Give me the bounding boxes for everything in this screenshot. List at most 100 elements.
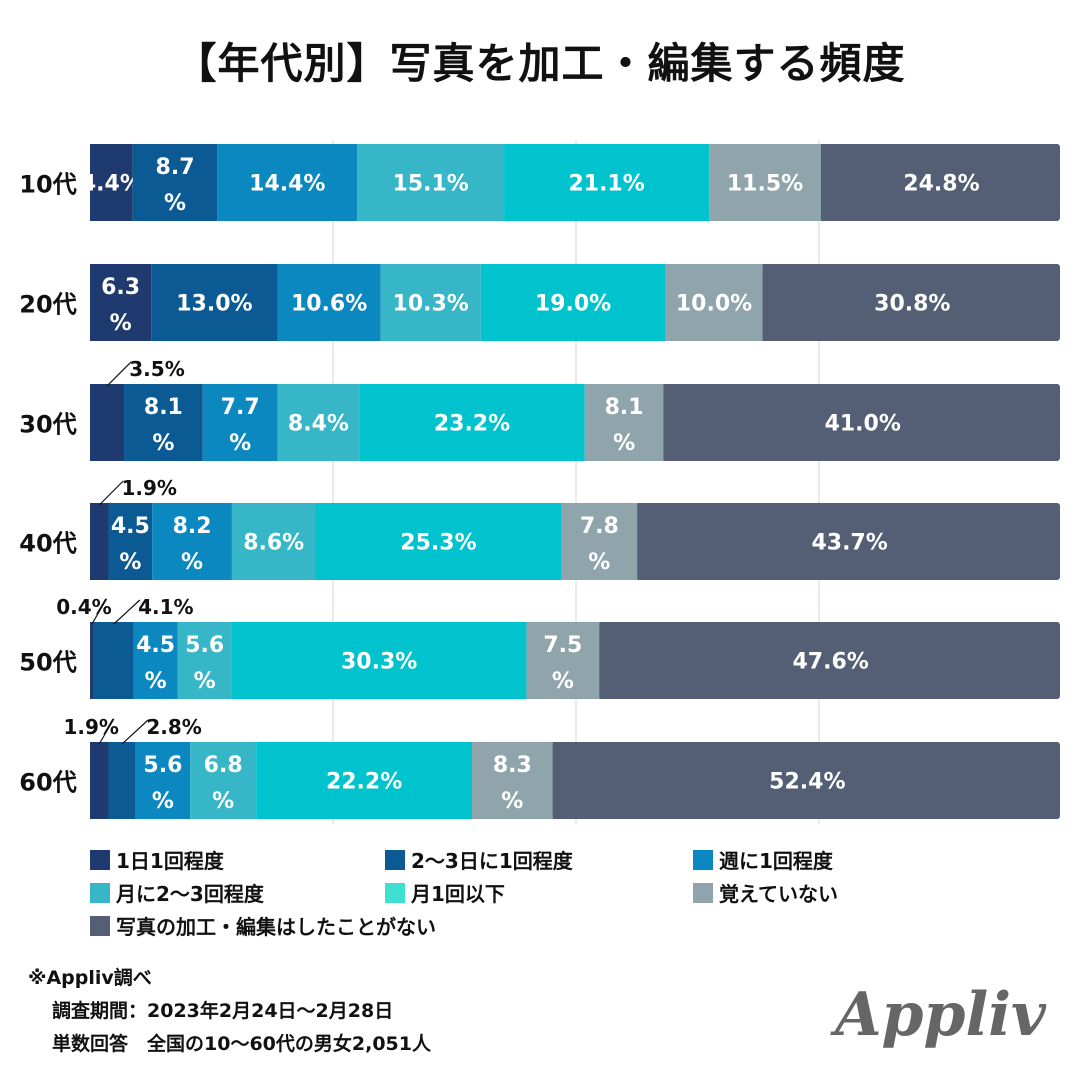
bar-segment xyxy=(133,622,178,699)
leader-line xyxy=(121,719,149,745)
data-label: 8.6% xyxy=(243,531,304,556)
data-label: 6.3 xyxy=(101,275,140,300)
bar-segment xyxy=(151,264,278,341)
data-label: 7.7 xyxy=(221,395,260,420)
data-label: 14.4% xyxy=(249,172,325,197)
bar-segment xyxy=(217,144,358,221)
legend-item-never: 写真の加工・編集はしたことがない xyxy=(90,911,436,940)
data-label-outside: 2.8% xyxy=(146,715,201,739)
data-label-unit: % xyxy=(152,789,174,814)
data-label: 5.6 xyxy=(185,633,224,658)
data-label: 8.4% xyxy=(288,412,349,437)
bar-segment xyxy=(357,144,505,221)
legend-item-dont-remember: 覚えていない xyxy=(693,878,838,907)
data-label: 24.8% xyxy=(903,172,979,197)
bar-segment xyxy=(561,503,638,580)
source-note: ※Appliv調べ xyxy=(28,967,152,989)
data-label-unit: % xyxy=(194,669,216,694)
bar-segment-join xyxy=(820,144,827,221)
bar-segment-join xyxy=(663,384,670,461)
legend-swatch xyxy=(385,882,405,903)
legend-swatch xyxy=(693,882,713,903)
bar-segment xyxy=(709,144,821,221)
data-label-outside: 4.1% xyxy=(138,595,193,619)
bar-segment xyxy=(90,264,152,341)
bar-segment xyxy=(599,622,1060,699)
bar-segment xyxy=(256,742,472,819)
bar-segment xyxy=(663,384,1060,461)
bar-segment-join xyxy=(552,742,559,819)
category-label: 50代 xyxy=(19,649,76,677)
bar-segment xyxy=(504,144,710,221)
bar-segment-join xyxy=(637,503,644,580)
bar-segment xyxy=(380,264,481,341)
legend-item-daily: 1日1回程度 xyxy=(90,845,224,874)
legend-swatch xyxy=(693,849,713,870)
legend-item-monthly-or-less: 月1回以下 xyxy=(385,878,505,907)
legend-swatch xyxy=(385,849,405,870)
data-label: 43.7% xyxy=(811,531,887,556)
bar-segment xyxy=(90,384,125,461)
legend-swatch xyxy=(90,882,110,903)
data-label: 8.3 xyxy=(493,753,532,778)
data-label-unit: % xyxy=(229,431,251,456)
bar-segment xyxy=(202,384,278,461)
bar-segment xyxy=(231,622,527,699)
leader-line xyxy=(106,361,132,387)
data-label: 10.0% xyxy=(676,292,752,317)
bar-segment xyxy=(359,384,585,461)
data-label: 4.4% xyxy=(81,172,142,197)
leader-line xyxy=(98,719,114,745)
bar-segment xyxy=(190,742,257,819)
chart-title: 【年代別】写真を加工・編集する頻度 xyxy=(174,39,906,88)
data-label: 15.1% xyxy=(393,172,469,197)
data-label: 30.8% xyxy=(874,292,950,317)
legend-item-weekly: 週に1回程度 xyxy=(693,845,833,874)
data-label: 4.5 xyxy=(111,514,150,539)
legend-swatch xyxy=(90,849,110,870)
bar-segment xyxy=(152,503,232,580)
data-label-unit: % xyxy=(145,669,167,694)
bar-segment xyxy=(135,742,191,819)
category-label: 30代 xyxy=(19,411,76,439)
bar-segment xyxy=(277,384,360,461)
stacked-bar-chart: 10代 4.4% 8.7% 14.4% 15.1% 21.1% 11.5% 24.8% 20代 6… xyxy=(19,140,1060,824)
data-label: 52.4% xyxy=(769,770,845,795)
data-label: 7.5 xyxy=(543,633,582,658)
data-label: 11.5% xyxy=(727,172,803,197)
bar-segment xyxy=(90,742,109,819)
bar-segment xyxy=(762,264,1060,341)
data-label: 23.2% xyxy=(434,412,510,437)
leader-line xyxy=(98,480,124,506)
legend-item-every-2-3-days: 2〜3日に1回程度 xyxy=(385,845,573,874)
category-label: 10代 xyxy=(19,171,76,199)
bar-segment xyxy=(132,144,218,221)
bar-segment xyxy=(90,622,94,699)
bar-segment xyxy=(820,144,1060,221)
data-label: 8.1 xyxy=(605,395,644,420)
data-label-unit: % xyxy=(110,311,132,336)
data-label: 10.3% xyxy=(393,292,469,317)
data-label-unit: % xyxy=(119,550,141,575)
bar-segment xyxy=(231,503,316,580)
data-label-unit: % xyxy=(501,789,523,814)
data-label-unit: % xyxy=(588,550,610,575)
data-label-unit: % xyxy=(552,669,574,694)
bar-segment xyxy=(90,144,133,221)
bar-segment xyxy=(584,384,664,461)
bar-segment xyxy=(552,742,1060,819)
bar-segment xyxy=(124,384,203,461)
bar-segment xyxy=(177,622,232,699)
bar-segment xyxy=(665,264,763,341)
footnote: ※Appliv調べ 調査期間：2023年2月24日〜2月28日 単数回答 全国の… xyxy=(28,962,431,1061)
legend-item-2-3-monthly: 月に2〜3回程度 xyxy=(90,878,264,907)
category-label: 40代 xyxy=(19,530,76,558)
bar-segment xyxy=(471,742,553,819)
bar-segment xyxy=(315,503,562,580)
bar-segment xyxy=(108,503,153,580)
survey-period: 調査期間：2023年2月24日〜2月28日 xyxy=(52,1000,394,1022)
data-label: 21.1% xyxy=(568,172,644,197)
data-label-unit: % xyxy=(613,431,635,456)
bar-segment xyxy=(93,622,134,699)
bar-segment xyxy=(90,503,109,580)
